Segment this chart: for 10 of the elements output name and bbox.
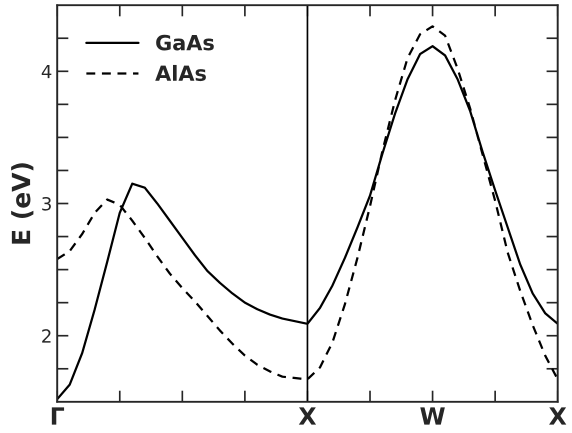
y-axis-title: E (eV)	[11, 163, 34, 244]
legend-label: GaAs	[156, 34, 214, 50]
x-tick-label: X	[549, 407, 566, 425]
y-tick-label: 3	[42, 196, 51, 211]
x-tick-label: X	[298, 407, 316, 425]
x-tick-label: Γ	[52, 407, 64, 425]
legend-label: AlAs	[155, 64, 206, 82]
y-tick-label: 2	[42, 329, 51, 343]
x-tick-label: W	[420, 407, 445, 425]
y-tick-label: 4	[42, 64, 52, 78]
